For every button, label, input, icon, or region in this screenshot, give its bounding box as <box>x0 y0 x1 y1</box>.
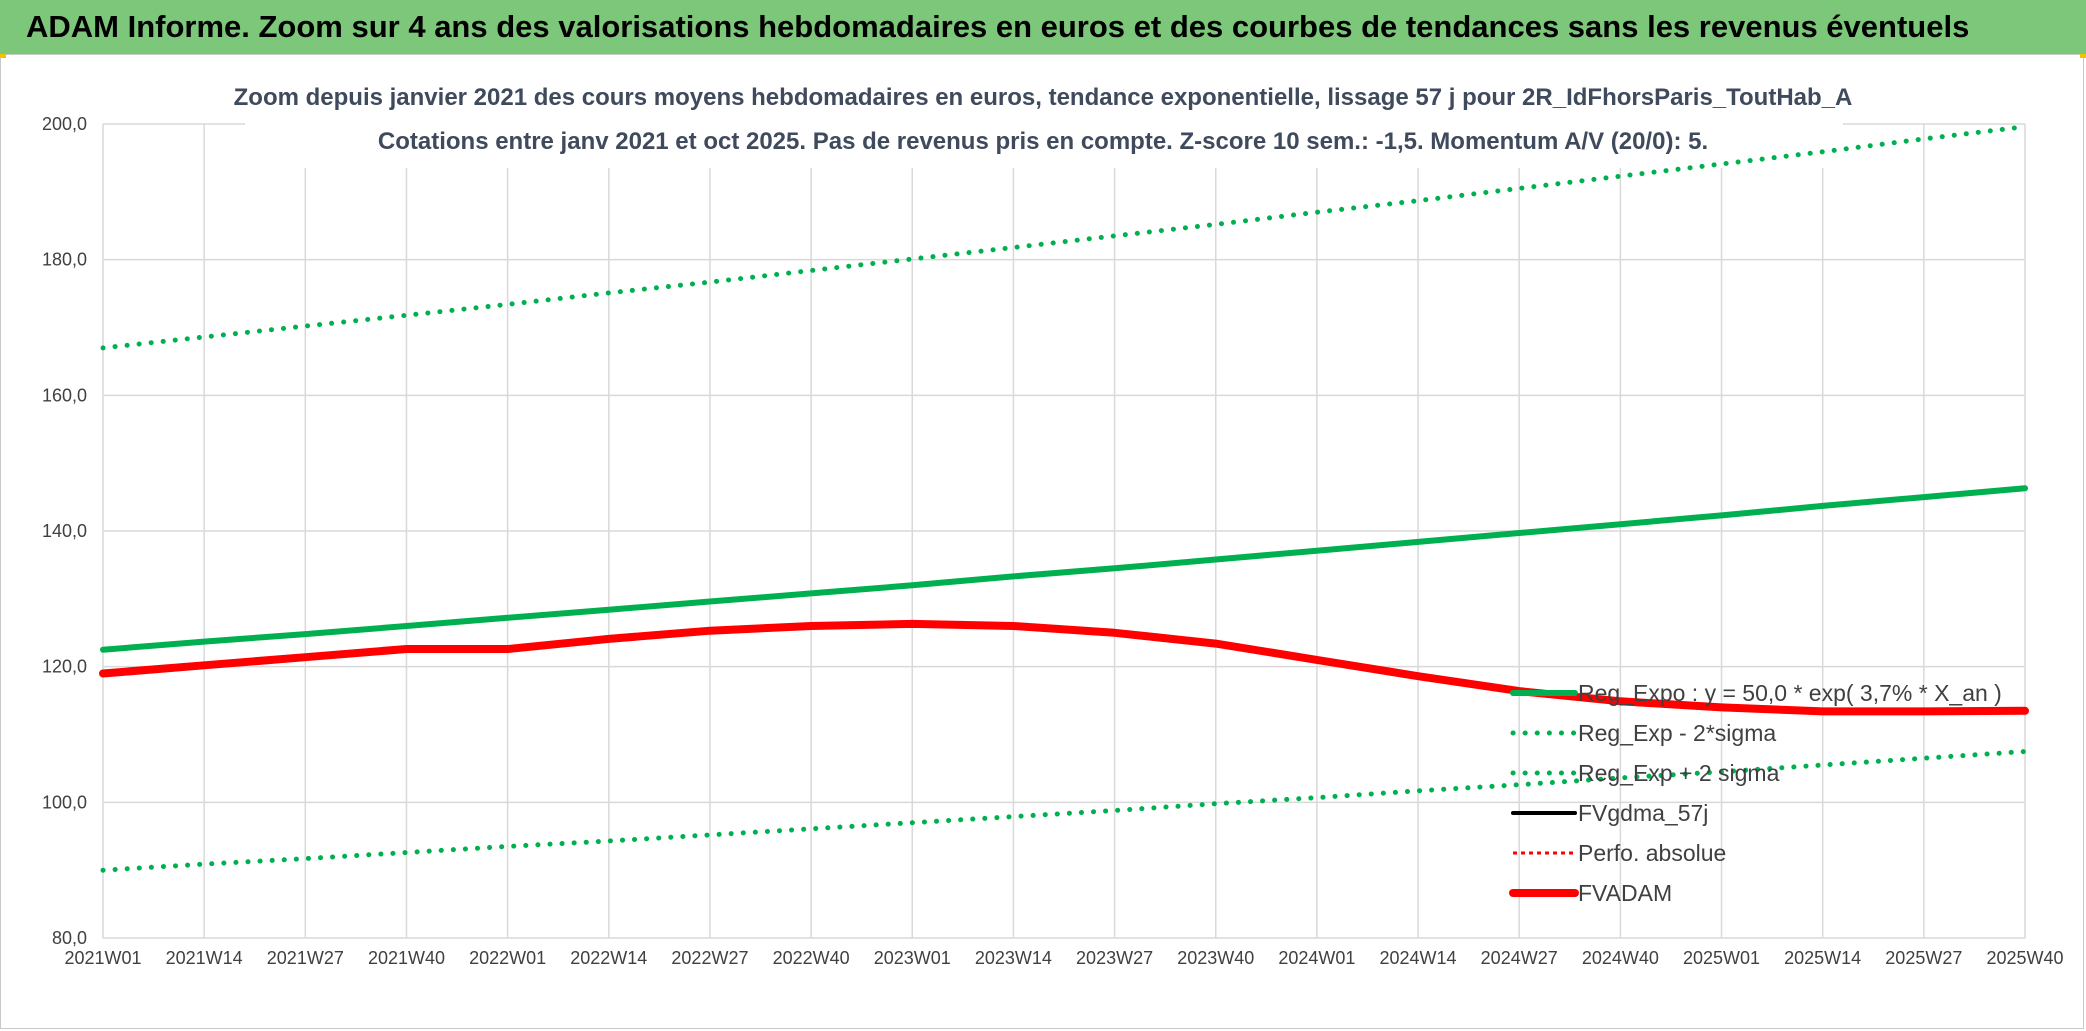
x-tick-label: 2021W14 <box>166 948 243 968</box>
x-tick-label: 2023W27 <box>1076 948 1153 968</box>
x-tick-label: 2023W14 <box>975 948 1052 968</box>
chart-title: Zoom depuis janvier 2021 des cours moyen… <box>233 84 1853 111</box>
y-tick-label: 120,0 <box>42 657 87 677</box>
x-tick-label: 2024W01 <box>1278 948 1355 968</box>
chart-frame <box>0 54 2084 1029</box>
report-banner-title: ADAM Informe. Zoom sur 4 ans des valoris… <box>0 0 2086 54</box>
legend-label: FVADAM <box>1578 880 1672 906</box>
series-line-5 <box>99 619 2029 716</box>
frame-corner-right <box>2080 54 2086 58</box>
series-line-0 <box>100 485 2028 653</box>
legend-label: FVgdma_57j <box>1578 800 1708 826</box>
frame-corner-left <box>0 54 6 58</box>
x-tick-label: 2025W01 <box>1683 948 1760 968</box>
x-tick-label: 2025W40 <box>1986 948 2063 968</box>
legend-label: Perfo. absolue <box>1578 840 1726 866</box>
x-tick-label: 2025W27 <box>1885 948 1962 968</box>
subtitle-backdrop <box>245 124 1843 168</box>
x-tick-label: 2024W14 <box>1380 948 1457 968</box>
y-tick-label: 180,0 <box>42 250 87 270</box>
x-tick-label: 2024W27 <box>1481 948 1558 968</box>
y-tick-label: 140,0 <box>42 521 87 541</box>
chart-area: 80,0 100,0 120,0 140,0 160,0 180,0 200,0 2021W0… <box>42 80 2064 968</box>
legend-label: Reg_Expo : y = 50,0 * exp( 3,7% * X_an ) <box>1578 680 2002 706</box>
x-tick-label: 2022W27 <box>671 948 748 968</box>
x-tick-label: 2023W01 <box>874 948 951 968</box>
chart-subtitle: Cotations entre janv 2021 et oct 2025. P… <box>377 128 1709 155</box>
legend-label: Reg_Exp - 2*sigma <box>1578 720 1776 746</box>
x-tick-label: 2024W40 <box>1582 948 1659 968</box>
x-tick-label: 2021W01 <box>64 948 141 968</box>
y-tick-label: 80,0 <box>52 928 87 948</box>
y-tick-label: 100,0 <box>42 792 87 812</box>
title-backdrop <box>245 80 1843 124</box>
series-line-2 <box>100 124 2028 351</box>
x-tick-label: 2022W01 <box>469 948 546 968</box>
x-tick-label: 2022W40 <box>773 948 850 968</box>
x-tick-label: 2021W27 <box>267 948 344 968</box>
y-tick-label: 160,0 <box>42 385 87 405</box>
x-tick-label: 2021W40 <box>368 948 445 968</box>
x-tick-label: 2022W14 <box>570 948 647 968</box>
legend-label: Reg_Exp + 2 sigma <box>1578 760 1780 786</box>
y-tick-label: 200,0 <box>42 114 87 134</box>
x-tick-label: 2023W40 <box>1177 948 1254 968</box>
x-tick-label: 2025W14 <box>1784 948 1861 968</box>
